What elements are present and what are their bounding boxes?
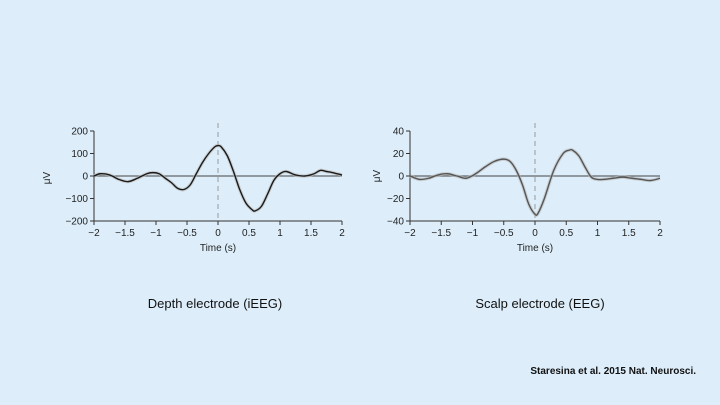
- eeg-y-tick-label: 0: [398, 172, 404, 183]
- ieeg-x-tick-label: 2: [339, 228, 345, 239]
- eeg-x-tick-label: 1: [595, 228, 601, 239]
- eeg-x-tick-label: 0: [532, 228, 538, 239]
- eeg-y-tick-label: −20: [387, 194, 404, 205]
- ieeg-x-tick-label: −1: [150, 228, 162, 239]
- citation: Staresina et al. 2015 Nat. Neurosci.: [530, 366, 696, 377]
- ieeg-chart: −200 −100 0 100 200 −2 −1.5 −1 −0.5 0 0.5 1 1.5 2 Time…: [42, 123, 345, 254]
- eeg-x-tick-label: −1: [467, 228, 479, 239]
- eeg-x-tick-label: 2: [657, 228, 663, 239]
- eeg-x-tick-label: −0.5: [494, 228, 514, 239]
- ieeg-x-tick-label: −0.5: [177, 228, 197, 239]
- caption-scalp-electrode: Scalp electrode (EEG): [475, 296, 605, 311]
- ieeg-series-line: [93, 144, 343, 212]
- eeg-y-tick-label: 20: [393, 149, 405, 160]
- ieeg-x-tick-label: 1: [277, 228, 283, 239]
- ieeg-y-tick-label: 0: [82, 172, 88, 183]
- ieeg-x-tick-label: 0: [215, 228, 221, 239]
- ieeg-y-axis-title: μV: [42, 171, 53, 184]
- ieeg-x-tick-label: 0.5: [242, 228, 256, 239]
- ieeg-x-tick-label: −2: [88, 228, 100, 239]
- ieeg-y-tick-label: −100: [65, 194, 88, 205]
- ieeg-x-tick-label: 1.5: [304, 228, 318, 239]
- eeg-x-tick-label: 1.5: [622, 228, 636, 239]
- ieeg-x-tick-label: −1.5: [115, 228, 135, 239]
- eeg-series-line: [409, 148, 661, 216]
- eeg-x-tick-label: −1.5: [431, 228, 451, 239]
- eeg-x-axis-title: Time (s): [517, 243, 553, 254]
- ieeg-y-tick-label: 200: [71, 127, 88, 138]
- eeg-chart: −40 −20 0 20 40 −2 −1.5 −1 −0.5 0 0.5 1 1.5 2 Time (s)…: [372, 123, 663, 254]
- eeg-x-tick-label: −2: [404, 228, 416, 239]
- ieeg-y-tick-label: −200: [65, 217, 88, 228]
- eeg-x-tick-label: 0.5: [559, 228, 573, 239]
- eeg-y-tick-label: −40: [387, 217, 404, 228]
- ieeg-x-axis-title: Time (s): [200, 243, 236, 254]
- eeg-y-axis-title: μV: [372, 169, 383, 182]
- eeg-y-tick-label: 40: [393, 127, 405, 138]
- ieeg-y-tick-label: 100: [71, 149, 88, 160]
- caption-depth-electrode: Depth electrode (iEEG): [147, 296, 283, 311]
